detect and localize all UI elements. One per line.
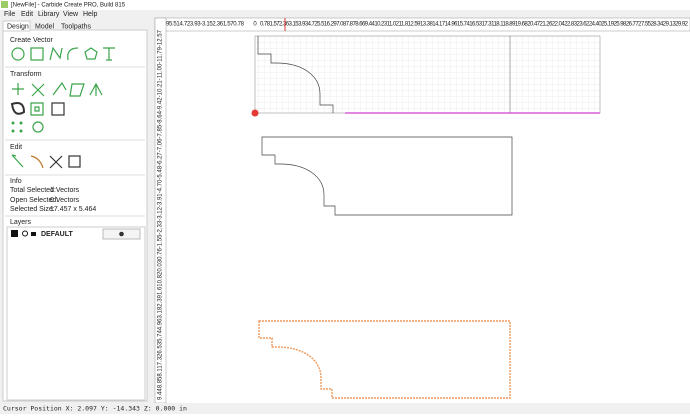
rotate-tool[interactable]: [52, 81, 67, 96]
selected-vector[interactable]: [258, 320, 511, 399]
fillet-tool[interactable]: [30, 155, 44, 169]
section-header: Transform: [10, 71, 42, 78]
section-header: Create Vector: [10, 37, 53, 44]
menu-item[interactable]: File: [4, 11, 15, 18]
tab[interactable]: Design: [7, 23, 29, 30]
tab[interactable]: Model: [35, 23, 55, 30]
section-header: Edit: [10, 144, 22, 151]
join-tool[interactable]: [30, 102, 44, 116]
tab-active[interactable]: [2, 20, 31, 32]
ruler-label: 95.514.723.93-3.152.361.570.78: [166, 22, 245, 28]
create-vector-icons: [11, 46, 115, 61]
window-title: [NewFile] - Carbide Create PRO, Build 81…: [11, 3, 126, 9]
trim-tool[interactable]: [49, 155, 63, 169]
gear-icon: [119, 231, 124, 237]
dot: [11, 121, 15, 125]
status-bar: [0, 403, 690, 414]
tab[interactable]: Toolpaths: [61, 23, 91, 30]
info-value: 17.457 x 5.464: [50, 206, 96, 213]
scale-tool[interactable]: [31, 83, 45, 97]
polygon-tool[interactable]: [84, 47, 98, 60]
menu-item[interactable]: Help: [83, 11, 98, 18]
info-label: Open Selected:: [10, 197, 58, 204]
ruler-label: 0.781.572.363.153.934.725.516.297.087.87…: [260, 22, 689, 28]
info-value: 1 Vectors: [50, 187, 80, 194]
shear-tool[interactable]: [69, 83, 85, 97]
layer-name[interactable]: DEFAULT: [41, 231, 73, 238]
app-icon: [1, 1, 8, 8]
menu-item[interactable]: View: [63, 11, 79, 18]
info-label: Total Selected:: [10, 187, 56, 194]
curve-tool[interactable]: [67, 47, 79, 61]
vector-outline[interactable]: [261, 136, 513, 216]
section-header: Info: [10, 178, 22, 185]
move-tool[interactable]: [12, 83, 24, 95]
node-edit-tool[interactable]: [11, 154, 24, 168]
layer-visibility[interactable]: [22, 230, 28, 237]
rect-tool[interactable]: [30, 47, 44, 61]
mirror-tool[interactable]: [89, 82, 103, 96]
boolean-tool[interactable]: [51, 102, 65, 116]
pattern-tool[interactable]: [32, 121, 44, 133]
layer-lock[interactable]: [31, 232, 36, 236]
ruler-label: 9.448.858.117.326.535.744.963.182.391.61…: [158, 29, 164, 400]
ruler-label: 0: [253, 22, 257, 28]
info-value: 0 Vectors: [50, 197, 80, 204]
dot: [11, 129, 15, 133]
layer-color[interactable]: [11, 230, 18, 237]
menu-item[interactable]: Library: [38, 11, 60, 18]
ruler-labels: 95.514.723.93-3.152.361.570.78 0 0.781.5…: [158, 22, 689, 400]
origin-marker: [251, 109, 259, 117]
status-text: Cursor Position X: 2.097 Y: -14.343 Z: 0…: [3, 405, 187, 413]
edit-icons: [11, 154, 81, 169]
dot: [19, 121, 23, 125]
box-tool[interactable]: [68, 155, 81, 168]
layer-list: [6, 226, 146, 401]
polyline-tool[interactable]: [49, 46, 63, 61]
text-tool[interactable]: [103, 47, 115, 61]
title-bar: [0, 0, 690, 10]
profile-vector: [257, 36, 334, 113]
menu-item[interactable]: Edit: [21, 11, 33, 18]
info-label: Selected Size:: [10, 206, 55, 213]
transform-icons: [10, 81, 103, 133]
dot: [19, 129, 23, 133]
stock-grid: [254, 35, 601, 114]
offset-tool[interactable]: [10, 102, 26, 115]
circle-tool[interactable]: [11, 47, 25, 61]
section-header: Layers: [10, 219, 32, 226]
